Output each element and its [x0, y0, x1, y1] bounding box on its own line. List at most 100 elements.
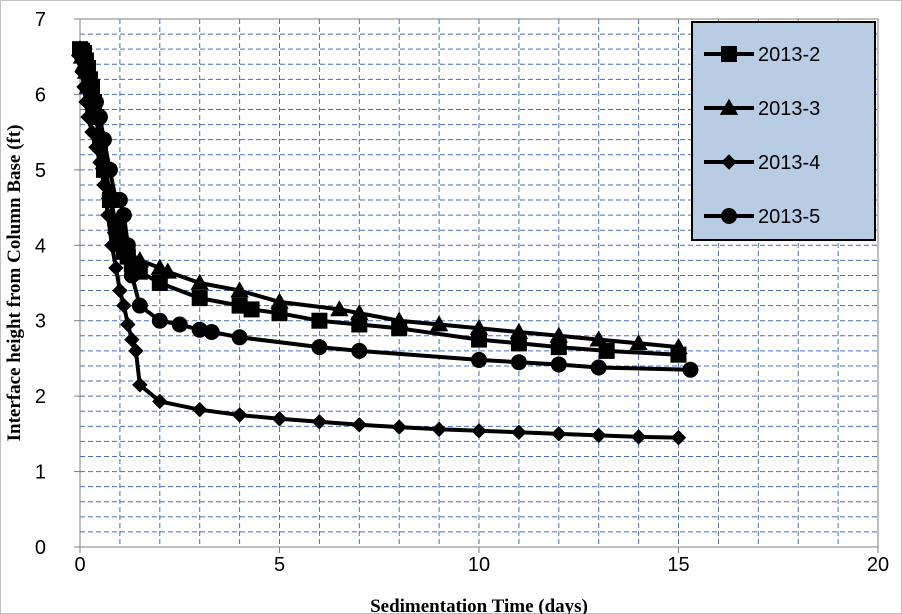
y-tick-label: 1 — [35, 462, 46, 484]
diamond-marker — [108, 260, 124, 276]
diamond-marker — [100, 207, 116, 223]
legend-item: 2013-2 — [704, 44, 820, 66]
y-tick-label: 4 — [35, 235, 46, 257]
triangle-marker — [509, 322, 529, 339]
square-marker — [271, 305, 288, 322]
triangle-marker — [469, 319, 489, 336]
diamond-marker — [431, 421, 447, 438]
triangle-marker — [130, 251, 150, 268]
circle-marker — [115, 207, 132, 224]
triangle-marker — [669, 337, 688, 355]
triangle-marker — [190, 273, 209, 290]
series-2013-5 — [72, 44, 699, 378]
triangle-marker — [230, 281, 249, 298]
circle-marker — [87, 93, 104, 110]
diamond-marker — [132, 377, 148, 393]
circle-marker — [123, 267, 140, 284]
diamond-marker — [471, 423, 487, 439]
legend-label: 2013-4 — [758, 152, 820, 174]
diamond-marker — [591, 427, 607, 444]
circle-marker — [131, 297, 148, 314]
x-tick-label: 10 — [468, 554, 490, 576]
axis-ticks: 0 5 10 15 20 0 1 2 3 4 5 6 7 — [35, 9, 889, 576]
diamond-marker — [116, 297, 132, 314]
series-2013-4 — [72, 49, 687, 446]
circle-marker — [111, 192, 128, 209]
circle-marker — [171, 316, 188, 333]
diamond-marker — [192, 402, 208, 418]
y-tick-label: 7 — [35, 9, 46, 31]
square-marker — [351, 316, 368, 333]
y-tick-label: 3 — [35, 311, 46, 333]
legend-item: 2013-4 — [704, 152, 820, 174]
square-marker — [311, 312, 328, 329]
triangle-marker — [589, 330, 608, 347]
legend-item: 2013-5 — [704, 206, 820, 228]
y-tick-label: 5 — [35, 160, 46, 182]
diamond-marker — [152, 393, 168, 410]
diamond-marker — [84, 124, 100, 140]
y-axis-title: Interface height from Column Base (ft) — [4, 125, 25, 442]
square-marker — [471, 331, 487, 348]
square-marker — [598, 342, 615, 359]
circle-marker — [510, 354, 527, 371]
diamond-marker — [231, 407, 248, 423]
series-layer — [70, 39, 699, 446]
diamond-marker — [96, 177, 112, 193]
square-marker — [243, 301, 260, 318]
triangle-marker — [350, 303, 369, 321]
legend-label: 2013-5 — [758, 206, 820, 228]
circle-marker — [550, 356, 567, 373]
x-axis-title: Sedimentation Time (days) — [370, 596, 588, 614]
legend-label: 2013-2 — [758, 44, 820, 66]
x-tick-label: 0 — [74, 554, 85, 576]
circle-marker — [203, 324, 220, 341]
triangle-marker — [390, 311, 409, 328]
diamond-marker — [721, 154, 737, 170]
diamond-marker — [271, 411, 288, 427]
diamond-marker — [630, 429, 647, 445]
x-tick-label: 5 — [274, 554, 285, 576]
triangle-marker — [629, 334, 648, 351]
diamond-marker — [120, 316, 136, 333]
diamond-marker — [670, 429, 687, 446]
x-tick-label: 15 — [667, 554, 689, 576]
diamond-marker — [511, 424, 527, 441]
circle-marker — [191, 321, 208, 338]
square-marker — [191, 290, 208, 307]
x-tick-label: 20 — [867, 554, 889, 576]
square-marker — [721, 46, 737, 62]
triangle-marker — [549, 326, 568, 343]
diamond-marker — [88, 139, 104, 155]
circle-marker — [471, 351, 487, 368]
diamond-marker — [551, 426, 567, 442]
diamond-marker — [112, 282, 128, 299]
diamond-marker — [80, 109, 96, 125]
y-tick-label: 6 — [35, 84, 46, 106]
circle-marker — [119, 237, 136, 254]
diamond-marker — [311, 414, 328, 430]
triangle-marker — [719, 98, 739, 115]
diamond-marker — [351, 417, 367, 433]
square-marker — [151, 275, 168, 291]
triangle-marker — [429, 315, 449, 332]
triangle-marker — [330, 300, 349, 317]
diamond-marker — [104, 237, 120, 253]
circle-marker — [590, 359, 607, 376]
circle-marker — [682, 361, 699, 378]
circle-marker — [351, 342, 368, 359]
triangle-marker — [158, 262, 177, 279]
circle-marker — [231, 329, 248, 346]
triangle-marker — [270, 292, 289, 309]
square-marker — [510, 335, 527, 352]
y-tick-label: 2 — [35, 386, 46, 408]
circle-marker — [91, 109, 108, 126]
circle-marker — [721, 208, 737, 224]
circle-marker — [95, 131, 112, 148]
square-marker — [550, 339, 567, 356]
y-tick-label: 0 — [35, 537, 46, 559]
circle-marker — [311, 339, 328, 356]
circle-marker — [151, 312, 168, 329]
